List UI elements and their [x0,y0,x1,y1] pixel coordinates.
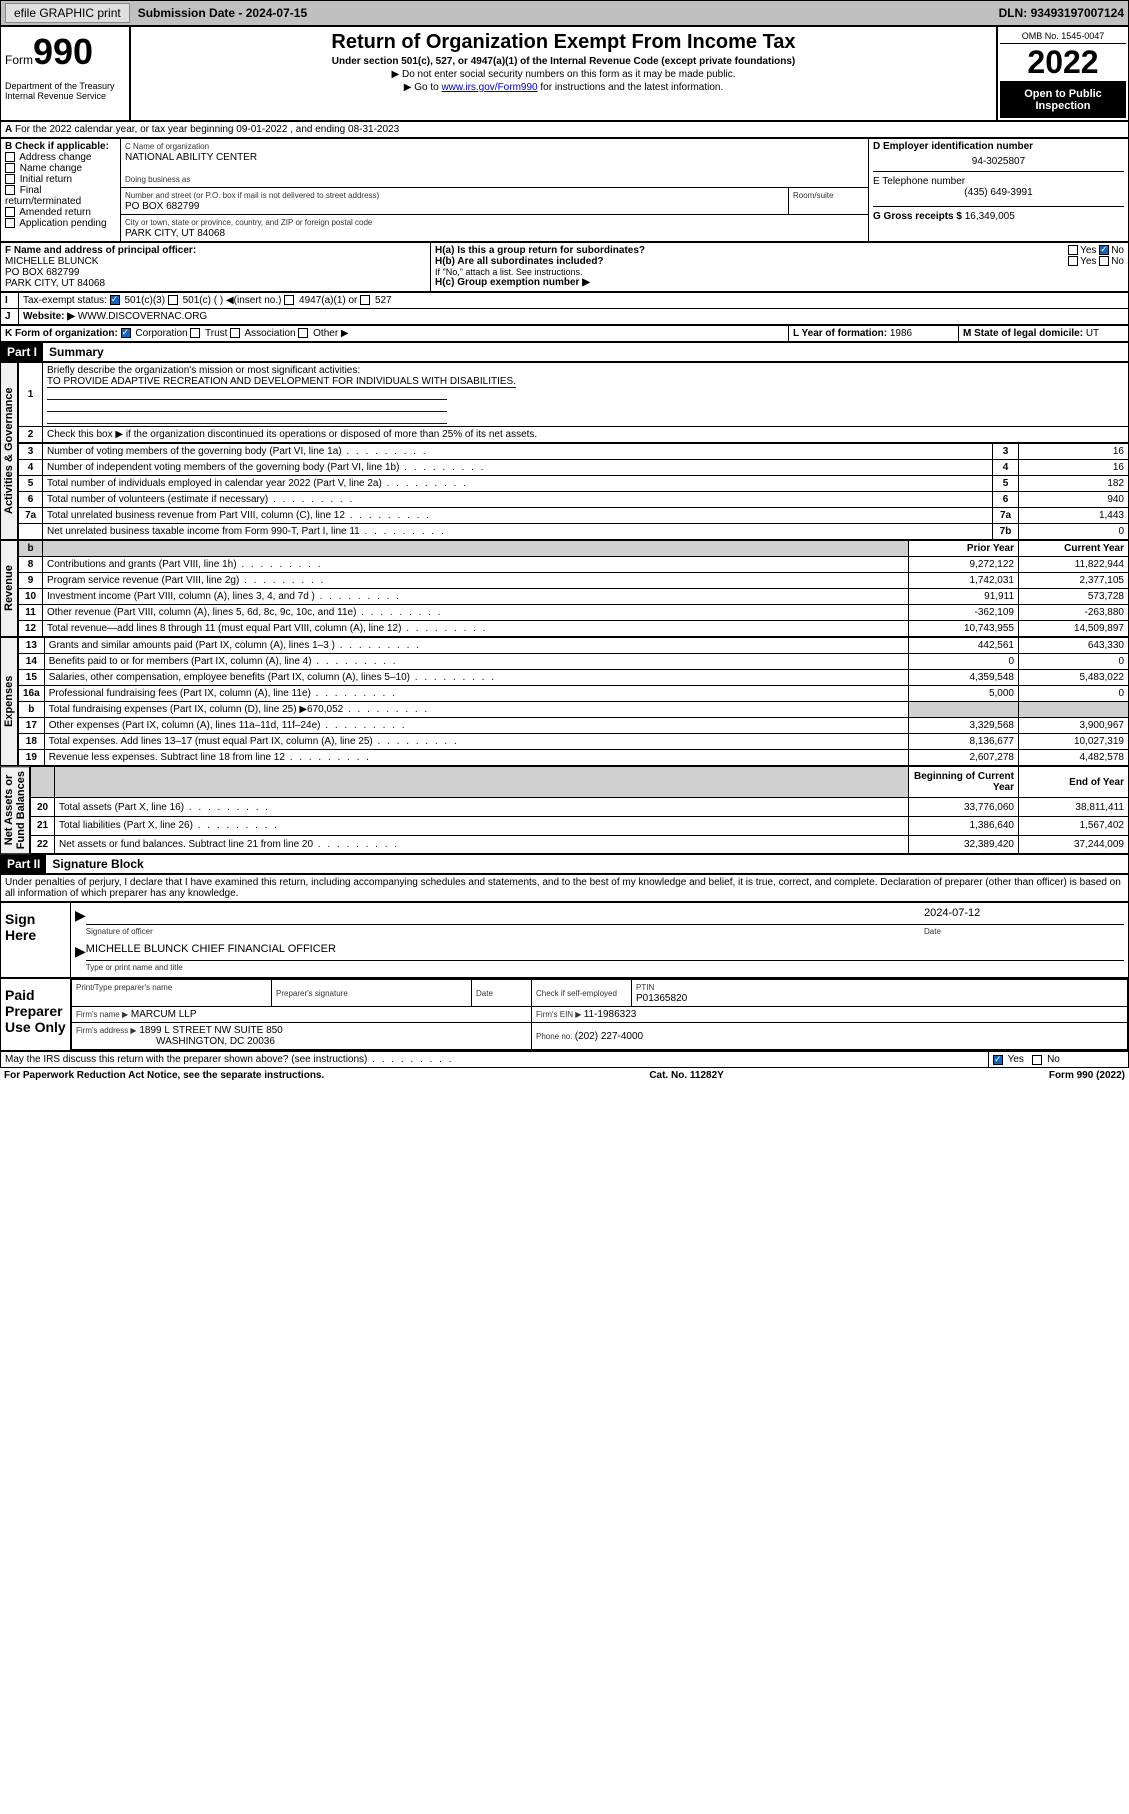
check-option[interactable]: Final return/terminated [5,185,116,207]
check-option[interactable]: Initial return [5,174,116,185]
form-title: Return of Organization Exempt From Incom… [135,31,992,54]
omb-number: OMB No. 1545-0047 [1000,29,1126,44]
ptin: P01365820 [636,993,687,1004]
paid-preparer-label: Paid Preparer Use Only [1,979,71,1050]
dept-label: Department of the Treasury Internal Reve… [5,81,125,101]
ein: 94-3025807 [873,156,1124,167]
top-bar: efile GRAPHIC print Submission Date - 20… [0,0,1129,26]
form-header: Form990 Department of the Treasury Inter… [0,26,1129,121]
firm-phone: (202) 227-4000 [575,1031,643,1042]
note-2: ▶ Go to www.irs.gov/Form990 for instruct… [135,82,992,93]
dln-label: DLN: 93493197007124 [999,6,1124,20]
part-ii-header: Part IISignature Block [0,854,1129,874]
submission-date-label: Submission Date - 2024-07-15 [138,6,307,20]
declaration: Under penalties of perjury, I declare th… [0,874,1129,902]
officer-name: MICHELLE BLUNCK [5,256,98,267]
header-table: B Check if applicable: Address change Na… [0,138,1129,242]
note-1: ▶ Do not enter social security numbers o… [135,69,992,80]
sig-date: 2024-07-12 [924,907,1124,925]
net-assets-label: Net Assets or Fund Balances [0,766,30,854]
irs-link[interactable]: www.irs.gov/Form990 [441,82,537,93]
firm-name: MARCUM LLP [131,1009,197,1020]
form-number: 990 [33,31,93,72]
org-name: NATIONAL ABILITY CENTER [125,152,257,163]
tax-year: 2022 [1000,44,1126,82]
officer-name-title: MICHELLE BLUNCK CHIEF FINANCIAL OFFICER [86,943,1124,961]
sign-here-label: Sign Here [1,903,71,977]
domicile: UT [1086,328,1099,339]
check-option[interactable]: Amended return [5,207,116,218]
efile-button[interactable]: efile GRAPHIC print [5,3,130,23]
gross-receipts: 16,349,005 [965,211,1015,222]
form-label: Form [5,53,33,67]
section-a: A For the 2022 calendar year, or tax yea… [0,121,1129,138]
year-formation: 1986 [890,328,912,339]
part-i-header: Part ISummary [0,342,1129,362]
501c3-checkbox[interactable] [110,295,120,305]
check-option[interactable]: Application pending [5,218,116,229]
check-option[interactable]: Address change [5,152,116,163]
footer: For Paperwork Reduction Act Notice, see … [0,1068,1129,1083]
website: WWW.DISCOVERNAC.ORG [78,311,207,322]
revenue-label: Revenue [0,540,18,637]
phone: (435) 649-3991 [873,187,1124,198]
mission-text: TO PROVIDE ADAPTIVE RECREATION AND DEVEL… [47,376,516,388]
city: PARK CITY, UT 84068 [125,228,225,239]
firm-ein: 11-1986323 [584,1009,637,1020]
expenses-label: Expenses [0,637,18,766]
form-subtitle: Under section 501(c), 527, or 4947(a)(1)… [135,56,992,67]
activities-governance-label: Activities & Governance [0,362,18,540]
street: PO BOX 682799 [125,201,200,212]
check-option[interactable]: Name change [5,163,116,174]
open-inspection: Open to Public Inspection [1000,82,1126,118]
